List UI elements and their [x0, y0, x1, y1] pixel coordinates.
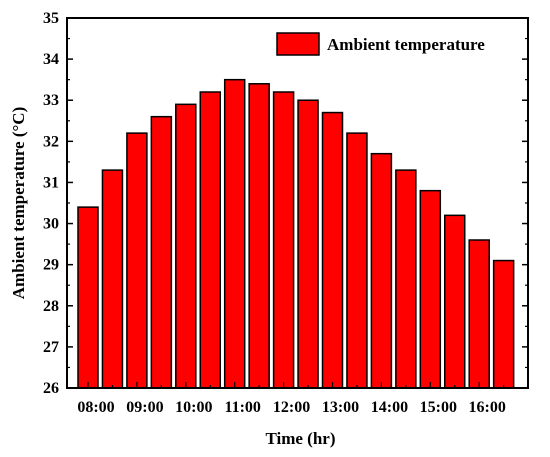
bar-10:30	[199, 91, 221, 389]
plot-frame	[66, 17, 529, 389]
bar-16:00	[468, 239, 490, 389]
bar-13:30	[346, 132, 368, 389]
y-tick-label: 26	[43, 380, 59, 397]
y-tick-label: 32	[43, 133, 59, 150]
y-tick-label: 29	[43, 257, 59, 274]
bar-12:30	[297, 99, 319, 389]
bar-15:00	[419, 189, 442, 389]
x-tick-label: 09:00	[126, 399, 163, 416]
bar-09:00	[126, 132, 148, 389]
bar-10:00	[175, 103, 197, 389]
x-tick-label: 08:00	[77, 399, 114, 416]
y-tick-label: 34	[43, 51, 59, 68]
bars-group	[77, 78, 515, 389]
bar-15:30	[444, 214, 466, 389]
bar-08:30	[101, 169, 124, 389]
bar-16:30	[492, 259, 515, 389]
x-tick-label: 12:00	[273, 399, 310, 416]
bar-09:30	[150, 115, 173, 389]
x-axis-ticks: 08:00 09:00 10:00 11:00 12:00 13:00 14:00 15:00…	[77, 382, 506, 416]
x-tick-label: 10:00	[175, 399, 212, 416]
bar-13:00	[321, 111, 344, 389]
x-tick-label: 15:00	[420, 399, 457, 416]
bar-08:00	[77, 206, 99, 389]
y-tick-label: 30	[43, 216, 59, 233]
y-tick-label: 33	[43, 92, 59, 109]
y-axis-title: Ambient temperature (°C)	[9, 107, 28, 300]
legend-swatch	[276, 32, 320, 56]
x-tick-label: 14:00	[371, 399, 408, 416]
y-tick-label: 35	[43, 10, 59, 27]
y-tick-label: 27	[43, 339, 59, 356]
x-tick-label: 16:00	[469, 399, 506, 416]
legend: Ambient temperature	[276, 32, 485, 56]
x-tick-label: 13:00	[322, 399, 359, 416]
bar-14:30	[395, 169, 417, 389]
bar-11:30	[248, 83, 270, 389]
bar-14:00	[370, 152, 393, 389]
y-tick-label: 28	[43, 298, 59, 315]
bar-12:00	[272, 91, 295, 389]
legend-label: Ambient temperature	[327, 35, 485, 54]
bar-11:00	[223, 78, 246, 389]
x-tick-label: 11:00	[224, 399, 260, 416]
y-tick-label: 31	[43, 174, 59, 191]
x-axis-title: Time (hr)	[265, 429, 335, 448]
